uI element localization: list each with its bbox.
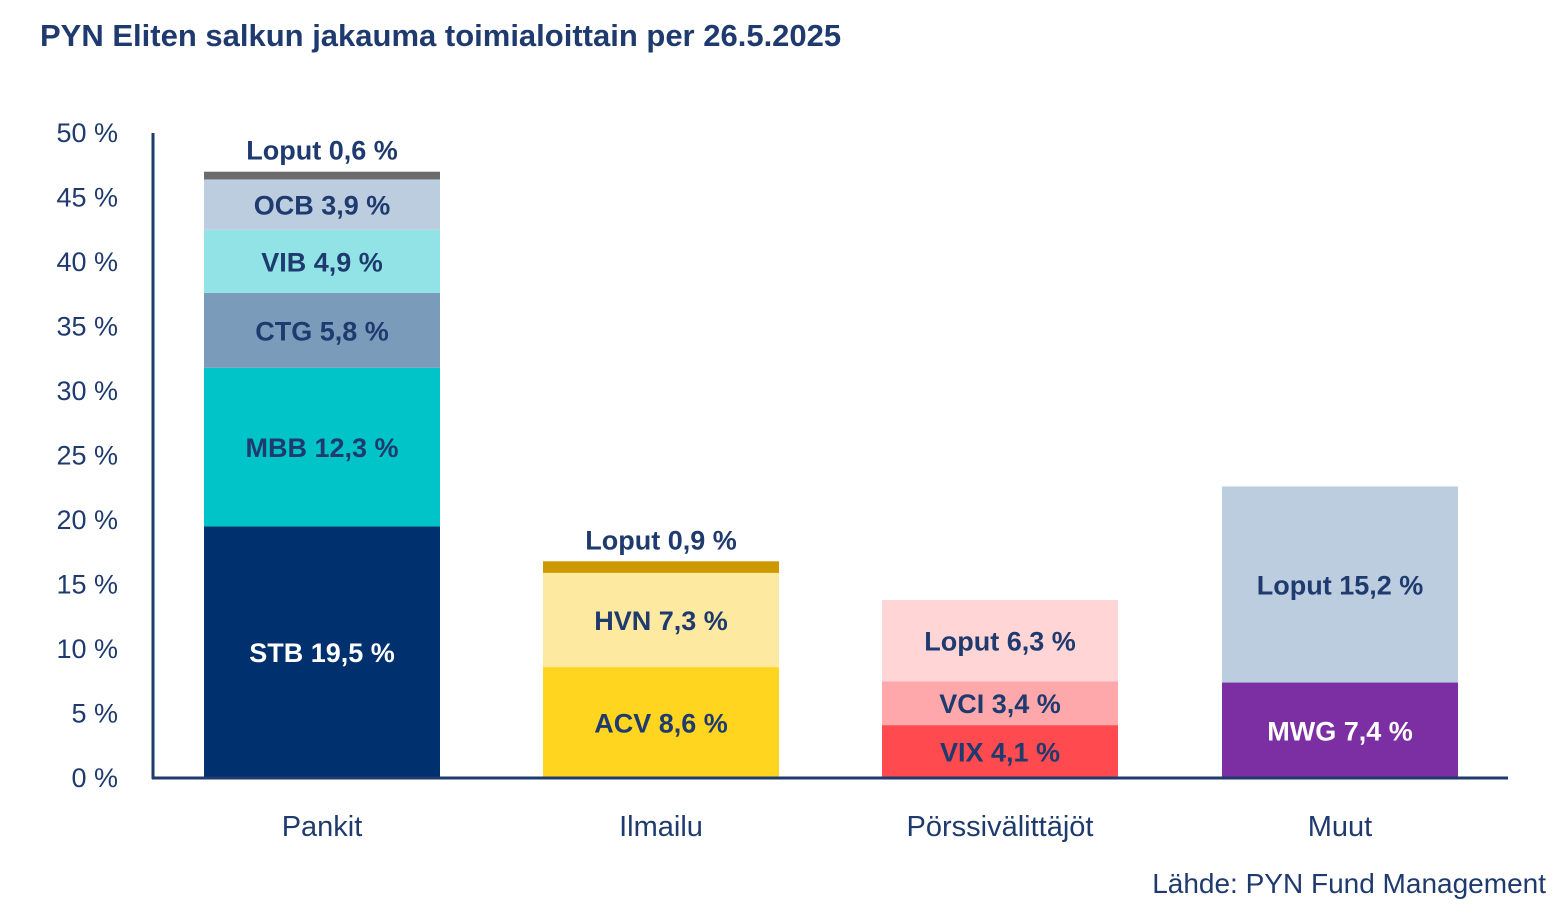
chart-title: PYN Eliten salkun jakauma toimialoittain…: [40, 18, 842, 53]
bar-pankit-stb: [204, 526, 440, 778]
bar-ilmailu-loput: [543, 561, 779, 573]
data-label-muut-mwg: MWG 7,4 %: [1267, 716, 1413, 746]
y-tick-label-25: 25 %: [56, 441, 118, 471]
bars-layer: [204, 171, 1458, 778]
x-tick-label-muut: Muut: [1308, 811, 1372, 843]
x-tick-label-porssivalittajot: Pörssivälittäjöt: [907, 811, 1094, 843]
axes-layer: Pankit Ilmailu Pörssivälittäjöt Muut 0 % 5 % 1…: [56, 118, 1508, 843]
y-tick-label-30: 30 %: [56, 376, 118, 406]
y-tick-label-0: 0 %: [71, 763, 118, 793]
bar-ilmailu-acv: [543, 667, 779, 778]
bar-pankit-mbb: [204, 367, 440, 527]
data-label-porssivalittajot-vci: VCI 3,4 %: [939, 689, 1061, 719]
bar-pankit-ctg: [204, 292, 440, 368]
bar-porssivalittajot-vci: [882, 681, 1118, 726]
y-tick-label-5: 5 %: [71, 699, 118, 729]
data-label-ilmailu-hvn: HVN 7,3 %: [594, 606, 728, 636]
bar-pankit-ocb: [204, 179, 440, 230]
bar-pankit-vib: [204, 229, 440, 293]
bar-pankit-loput: [204, 171, 440, 180]
data-label-pankit-ctg: CTG 5,8 %: [255, 316, 389, 346]
y-tick-label-50: 50 %: [56, 118, 118, 148]
y-tick-label-35: 35 %: [56, 312, 118, 342]
data-label-pankit-mbb: MBB 12,3 %: [245, 433, 398, 463]
data-label-pankit-loput: Loput 0,6 %: [246, 136, 398, 166]
x-tick-label-ilmailu: Ilmailu: [619, 811, 703, 843]
bar-porssivalittajot-vix: [882, 725, 1118, 778]
y-tick-label-10: 10 %: [56, 634, 118, 664]
segment-labels-layer: STB 19,5 % MBB 12,3 % CTG 5,8 % VIB 4,9 % OC…: [245, 136, 1423, 768]
data-label-porssivalittajot-vix: VIX 4,1 %: [940, 738, 1060, 768]
y-tick-label-45: 45 %: [56, 183, 118, 213]
data-label-pankit-stb: STB 19,5 %: [249, 638, 395, 668]
y-tick-label-15: 15 %: [56, 570, 118, 600]
data-label-muut-loput: Loput 15,2 %: [1257, 571, 1424, 601]
bar-muut-loput: [1222, 486, 1458, 683]
data-label-ilmailu-loput: Loput 0,9 %: [585, 525, 737, 555]
bar-porssivalittajot-loput: [882, 599, 1118, 682]
data-label-pankit-ocb: OCB 3,9 %: [254, 191, 391, 221]
bar-muut-mwg: [1222, 682, 1458, 778]
y-tick-label-20: 20 %: [56, 505, 118, 535]
data-label-pankit-vib: VIB 4,9 %: [261, 247, 383, 277]
data-label-ilmailu-acv: ACV 8,6 %: [594, 709, 728, 739]
source-note: Lähde: PYN Fund Management: [1152, 868, 1546, 899]
bar-ilmailu-hvn: [543, 572, 779, 668]
data-label-porssivalittajot-loput: Loput 6,3 %: [924, 627, 1076, 657]
y-tick-label-40: 40 %: [56, 247, 118, 277]
x-tick-label-pankit: Pankit: [282, 811, 363, 843]
